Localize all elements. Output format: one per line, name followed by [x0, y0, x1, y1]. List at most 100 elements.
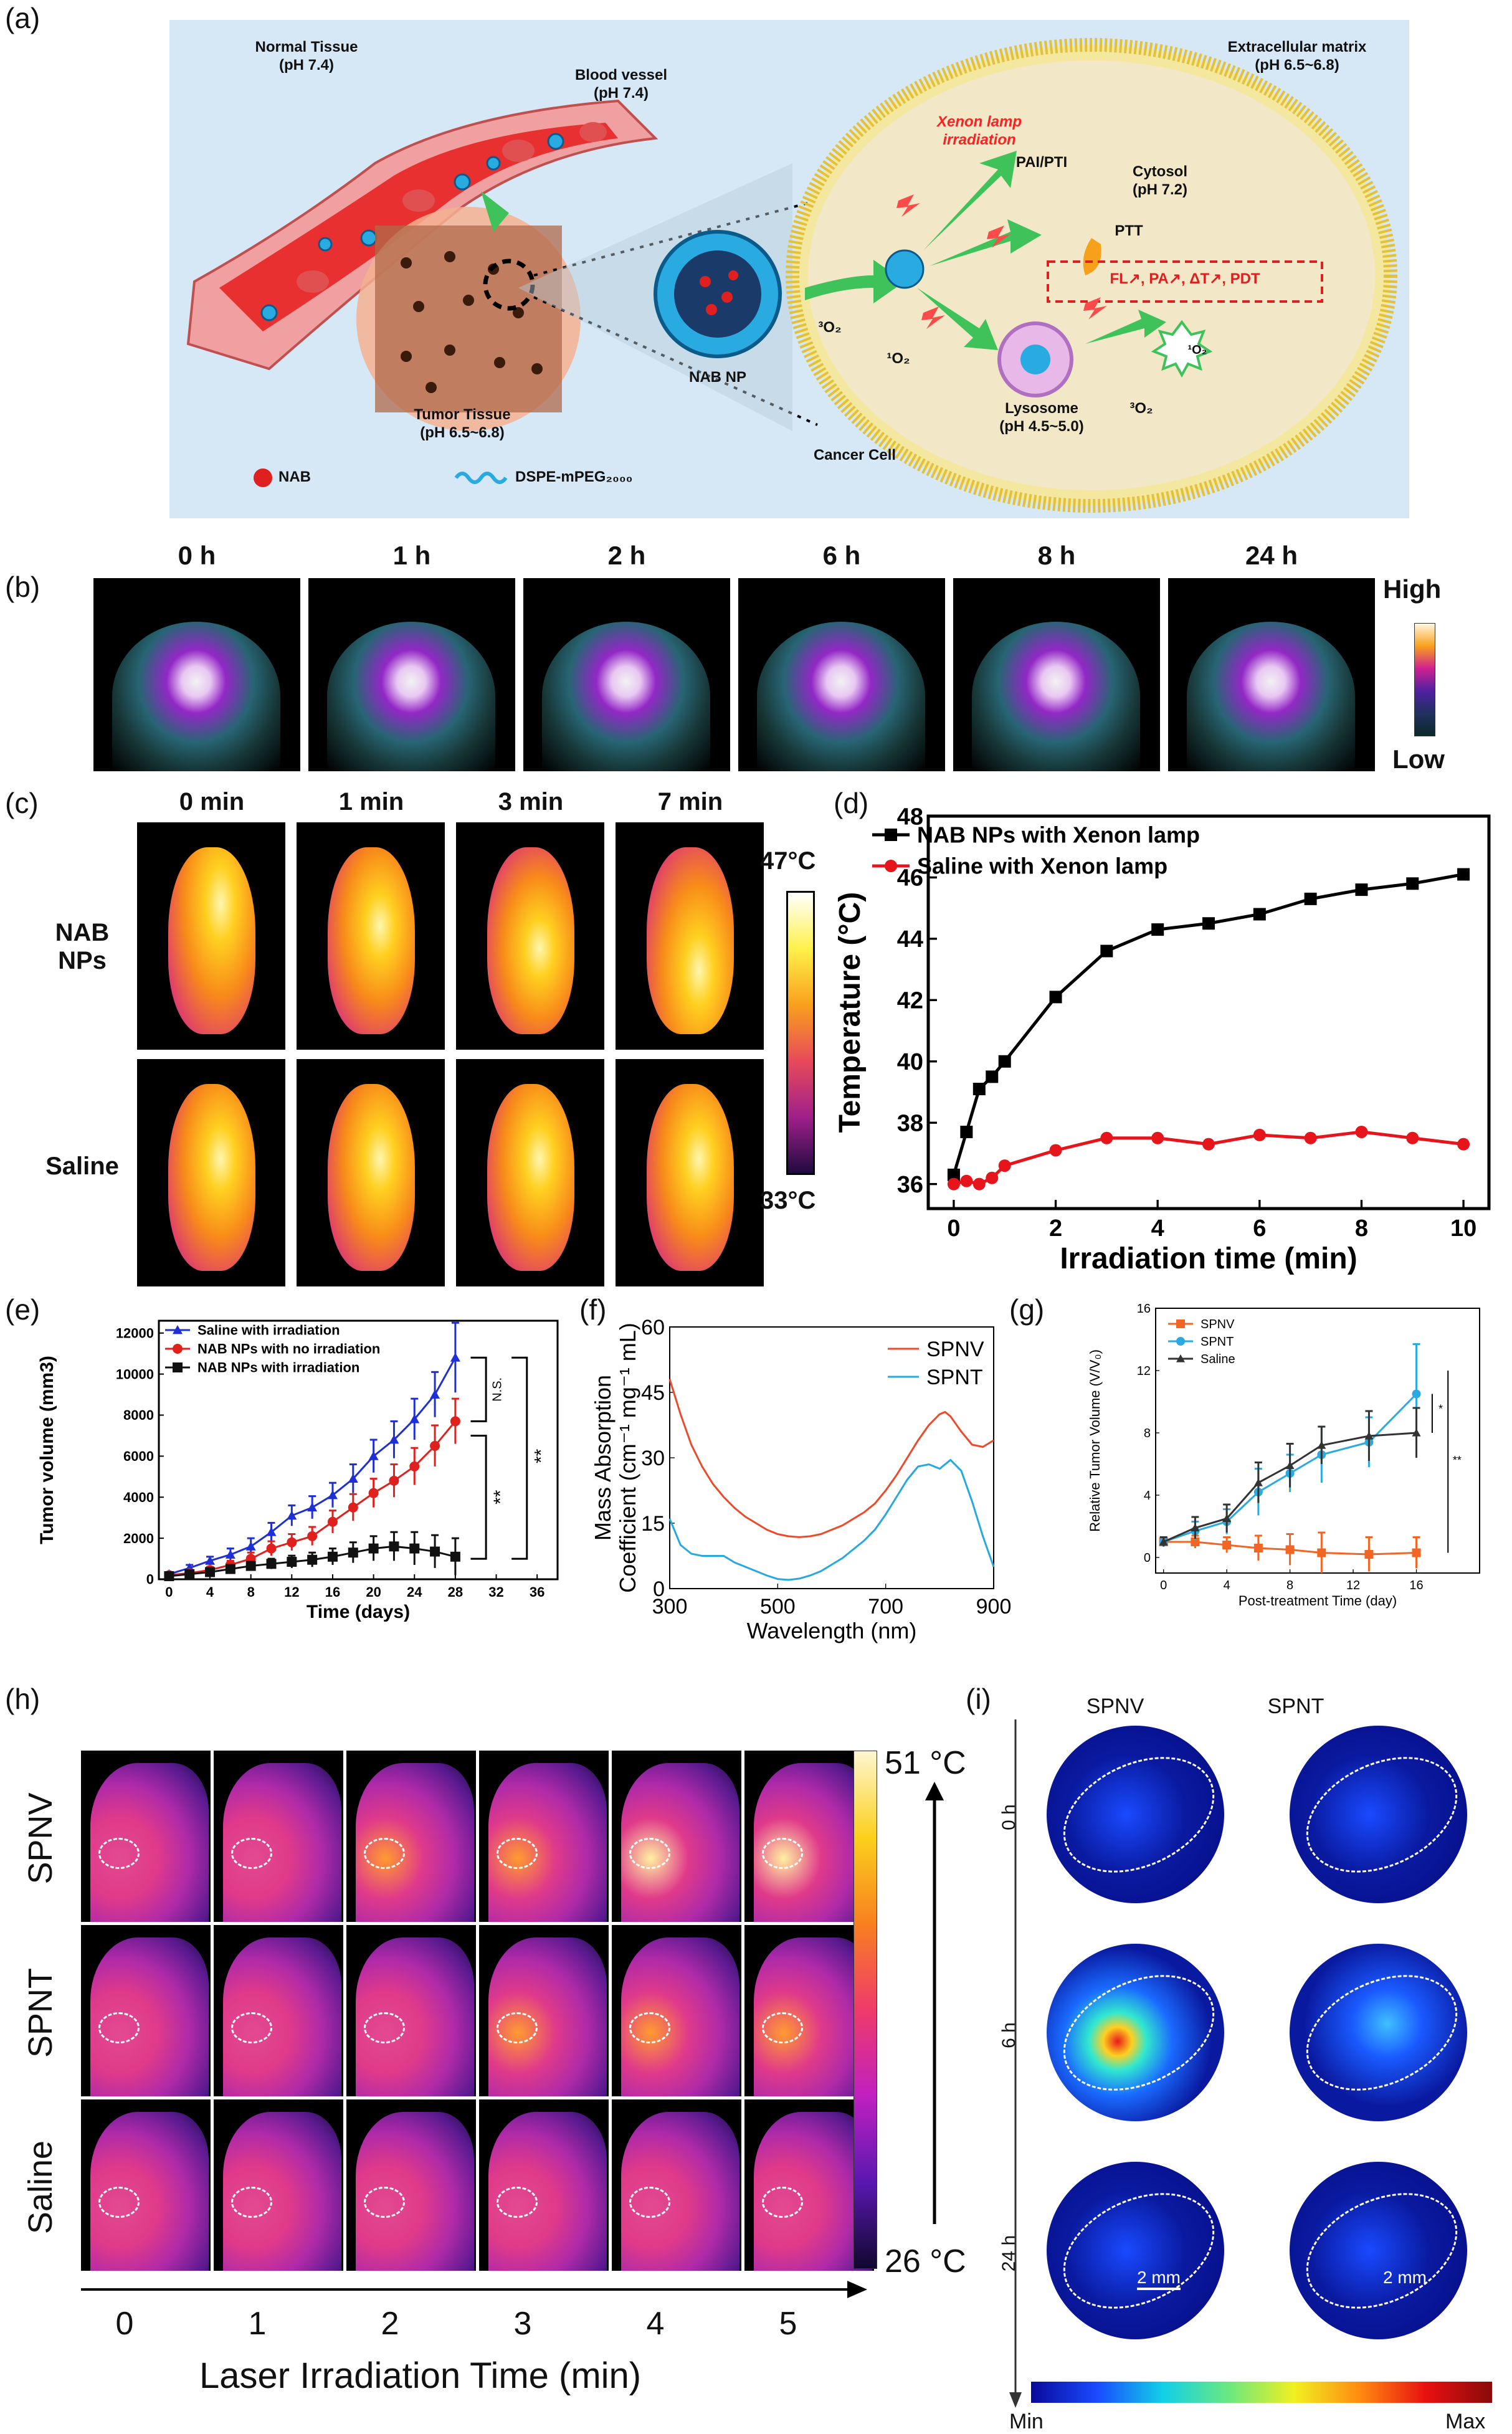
- y-tick-label: 36: [897, 1172, 923, 1198]
- intensity-min: Min: [1009, 2410, 1044, 2433]
- arrow-pai: [923, 151, 1017, 250]
- legend-nab-icon: [254, 468, 272, 487]
- thermal-time-label: 1 min: [338, 788, 404, 815]
- thermal-scale-min: 33°C: [760, 1187, 816, 1214]
- data-point: [368, 1488, 379, 1498]
- data-point: [1285, 1461, 1295, 1470]
- legend-label: NAB NPs with no irradiation: [197, 1341, 380, 1357]
- pa-tissue: [327, 622, 495, 771]
- y-tick-label: 12: [1137, 1364, 1151, 1378]
- pa-image: [308, 578, 515, 771]
- thermal-time-label: 3 min: [498, 788, 564, 815]
- data-point: [947, 1168, 960, 1181]
- tumor-roi: [762, 2187, 803, 2218]
- plot-frame: [1155, 1308, 1480, 1574]
- tumor-roi: [231, 2187, 272, 2218]
- data-point: [1176, 1337, 1185, 1346]
- legend-label: NAB NPs with Xenon lamp: [917, 822, 1200, 848]
- data-point: [287, 1557, 297, 1567]
- tumor-roi: [497, 2012, 538, 2043]
- data-point: [307, 1502, 318, 1512]
- data-point: [1364, 1550, 1374, 1559]
- x-tick-label: 4: [1224, 1579, 1230, 1592]
- tumor-roi: [762, 2012, 803, 2043]
- laser-thermal-image: [744, 2099, 874, 2271]
- vessel-nanoparticles: [260, 133, 564, 321]
- data-point: [225, 1564, 235, 1574]
- tumor-roi: [98, 2187, 140, 2218]
- x-tick-label: 24: [407, 1584, 422, 1600]
- chart-g: 0 4 8 12 16 0 4 8 12 16 Post-treatment Time (day) R…: [1087, 1302, 1480, 1609]
- data-point: [266, 1543, 277, 1554]
- row-label-saline: Saline: [45, 1153, 119, 1180]
- data-point: [348, 1473, 358, 1483]
- label-xenon: Xenon lamp irradiation: [936, 113, 1022, 148]
- data-point: [998, 1055, 1011, 1068]
- data-point: [450, 1416, 460, 1427]
- label-triplet-o2: ³O₂: [818, 319, 842, 336]
- x-tick-label: 36: [530, 1584, 544, 1600]
- tumor-roi: [629, 2012, 670, 2043]
- x-tick-label: 900: [976, 1595, 1012, 1619]
- tumor-roi: [629, 2187, 670, 2218]
- y-tick-label: 2000: [123, 1531, 154, 1546]
- pa-image: [1168, 578, 1375, 771]
- intensity-max: Max: [1445, 2410, 1486, 2433]
- singlet-oxygen-burst: [1151, 320, 1213, 378]
- cell-np: [885, 249, 925, 289]
- data-point: [1317, 1441, 1326, 1449]
- data-point: [389, 1475, 399, 1486]
- tumor-tissue: [375, 226, 562, 412]
- data-point: [1364, 1432, 1374, 1440]
- laser-row-label: SPNT: [22, 1967, 59, 2058]
- bracket-ns: [470, 1356, 487, 1422]
- pa-time-label: 0 h: [178, 541, 216, 570]
- x-tick-label: 0: [947, 1215, 960, 1242]
- laser-thermal-image: [612, 1751, 741, 1922]
- thermal-colorbar: [786, 891, 815, 1175]
- x-axis-label: Post-treatment Time (day): [1239, 1593, 1397, 1609]
- data-point: [1457, 868, 1470, 881]
- pa-tissue: [542, 622, 710, 771]
- panel-label-h: (h): [5, 1683, 40, 1715]
- laser-thermal-image: [81, 1925, 211, 2096]
- data-point: [266, 1559, 277, 1569]
- data-point: [885, 829, 897, 841]
- panel-label-g: (g): [1009, 1293, 1045, 1326]
- y-axis-label: Temperature (°C): [835, 892, 867, 1133]
- data-point: [409, 1543, 420, 1554]
- data-point: [1176, 1354, 1185, 1362]
- label-blood-vessel: Blood vessel (pH 7.4): [574, 67, 668, 102]
- thermal-image: [616, 822, 764, 1050]
- label-normal-tissue: Normal Tissue (pH 7.4): [255, 39, 358, 74]
- label-ptt: PTT: [1115, 222, 1143, 239]
- data-point: [307, 1531, 318, 1541]
- data-point: [164, 1571, 174, 1582]
- annotation-star: **: [490, 1490, 511, 1505]
- panel-label-f: (f): [579, 1293, 607, 1326]
- label-singlet-o2-burst: ¹O₂: [1187, 343, 1207, 357]
- pa-image: [93, 578, 300, 771]
- thermal-time-label: 0 min: [179, 788, 245, 815]
- thermal-image: [137, 1059, 285, 1286]
- y-tick-label: 30: [641, 1447, 665, 1470]
- tumor-roi: [497, 2187, 538, 2218]
- data-point: [389, 1435, 399, 1444]
- legend-nab-label: NAB: [278, 468, 311, 485]
- x-tick-label: 0: [1160, 1579, 1167, 1592]
- y-axis-label: Mass Absorption: [590, 1375, 616, 1541]
- scale-bar-label: 2 mm: [1137, 2268, 1181, 2290]
- pa-circle-image: [1047, 2162, 1224, 2339]
- mouse-silhouette: [168, 1084, 255, 1271]
- laser-time-tick: 0: [115, 2306, 134, 2342]
- y-tick-label: 48: [897, 804, 923, 830]
- label-tumor-tissue: Tumor Tissue (pH 6.5~6.8): [414, 406, 511, 441]
- plot-frame: [158, 1319, 559, 1581]
- data-point: [245, 1541, 256, 1551]
- data-point: [1253, 908, 1266, 921]
- bracket-3: [511, 1356, 528, 1560]
- laser-thermal-image: [612, 1925, 741, 2096]
- x-tick-label: 6: [1253, 1215, 1266, 1242]
- mouse-silhouette: [487, 847, 574, 1034]
- chart-e: 0 4 8 12 16 20 24 28 32 36 0 2000 4000 6000 8000 10000 1…: [37, 1319, 559, 1622]
